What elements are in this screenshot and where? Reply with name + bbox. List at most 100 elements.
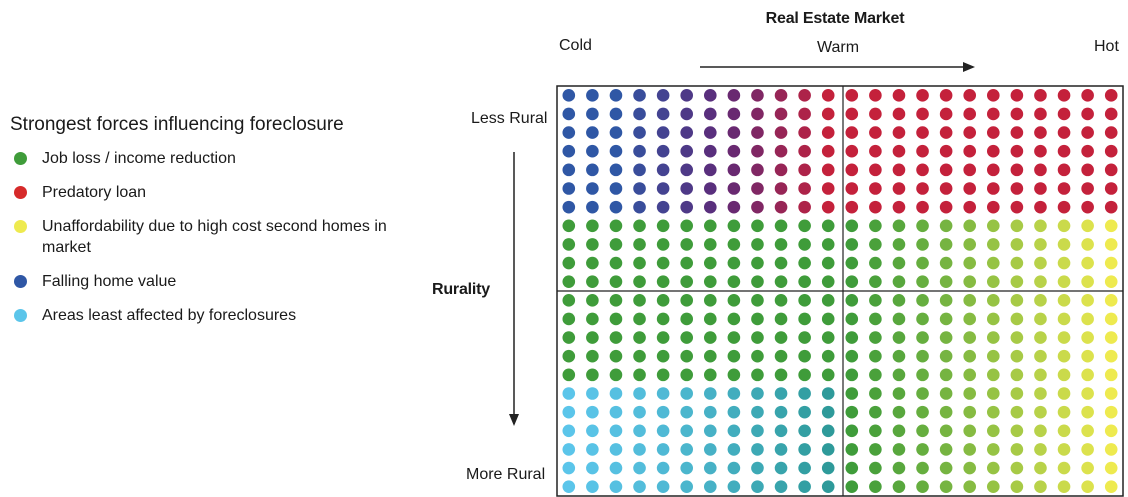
grid-dot [845, 107, 859, 121]
grid-dot [727, 331, 741, 344]
grid-dot [1081, 368, 1094, 382]
grid-dot [1034, 461, 1047, 475]
grid-dot [751, 312, 764, 326]
grid-dot [656, 163, 670, 177]
grid-dot [798, 144, 811, 158]
grid-dot [869, 331, 882, 344]
grid-dot [798, 349, 811, 363]
grid-dot [703, 331, 717, 344]
grid-dot [751, 163, 764, 177]
grid-dot [774, 144, 788, 158]
grid-dot [633, 163, 646, 177]
market-label-hot: Hot [1094, 38, 1119, 55]
grid-dot [751, 219, 764, 233]
grid-dot [821, 107, 835, 121]
legend-label: Predatory loan [42, 184, 147, 201]
grid-dot [845, 219, 859, 233]
grid-dot [586, 275, 599, 288]
grid-dot [609, 480, 623, 493]
grid-dot [963, 331, 977, 344]
grid-dot [633, 387, 646, 400]
grid-dot [1010, 405, 1024, 419]
grid-dot [916, 107, 929, 121]
grid-dot [609, 126, 623, 139]
grid-dot [1081, 294, 1094, 307]
grid-dot [939, 238, 953, 251]
grid-dot [869, 144, 882, 158]
grid-dot [1010, 368, 1024, 382]
grid-dot [562, 424, 576, 438]
grid-dot [892, 107, 906, 121]
grid-dot [727, 256, 741, 270]
grid-dot [774, 200, 788, 214]
grid-dot [845, 182, 859, 195]
grid-dot [751, 200, 764, 214]
grid-dot [963, 200, 977, 214]
grid-dot [1057, 424, 1071, 438]
grid-dot [821, 126, 835, 139]
grid-dot [609, 312, 623, 326]
grid-dot [892, 256, 906, 270]
grid-dot [798, 405, 811, 419]
grid-dot [774, 424, 788, 438]
grid-dot [586, 424, 599, 438]
grid-dot [916, 219, 929, 233]
grid-dot [633, 126, 646, 139]
grid-dot [1010, 312, 1024, 326]
grid-dot [656, 256, 670, 270]
grid-dot [586, 312, 599, 326]
grid-dot [586, 89, 599, 102]
grid-dot [633, 331, 646, 344]
grid-dot [586, 163, 599, 177]
grid-dot [1034, 480, 1047, 493]
grid-dot [845, 200, 859, 214]
grid-dot [1010, 238, 1024, 251]
grid-dot [939, 182, 953, 195]
grid-dot [845, 89, 859, 102]
grid-dot [633, 200, 646, 214]
grid-dot [916, 368, 929, 382]
grid-dot [727, 461, 741, 475]
grid-dot [821, 461, 835, 475]
grid-dot [821, 89, 835, 102]
grid-dot [798, 312, 811, 326]
grid-dot [656, 349, 670, 363]
grid-dot [656, 424, 670, 438]
grid-dot [963, 405, 977, 419]
grid-dot [1104, 294, 1118, 307]
grid-dot [703, 219, 717, 233]
grid-dot [680, 331, 694, 344]
grid-dot [939, 219, 953, 233]
grid-dot [774, 182, 788, 195]
grid-dot [703, 163, 717, 177]
grid-dot [562, 219, 576, 233]
grid-dot [562, 294, 576, 307]
legend-label: Areas least affected by foreclosures [42, 307, 297, 324]
grid-dot [869, 238, 882, 251]
grid-dot [892, 182, 906, 195]
grid-dot [916, 89, 929, 102]
grid-dot [703, 387, 717, 400]
grid-dot [939, 144, 953, 158]
grid-dot [562, 182, 576, 195]
rurality-label-more-rural: More Rural [466, 466, 546, 483]
grid-dot [798, 163, 811, 177]
grid-dot [1010, 144, 1024, 158]
grid-dot [1010, 219, 1024, 233]
market-label-warm: Warm [816, 39, 860, 56]
grid-dot [633, 480, 646, 493]
grid-dot [586, 219, 599, 233]
grid-dot [916, 461, 929, 475]
grid-dot [562, 163, 576, 177]
grid-dot [609, 107, 623, 121]
rurality-label-less-rural: Less Rural [471, 110, 548, 127]
grid-dot [1104, 312, 1118, 326]
grid-dot [727, 443, 741, 456]
grid-dot [916, 331, 929, 344]
grid-dot [1034, 331, 1047, 344]
grid-dot [892, 238, 906, 251]
grid-dot [703, 443, 717, 456]
legend: Job loss / income reduction Predatory lo… [14, 148, 414, 339]
grid-dot [916, 144, 929, 158]
grid-dot [609, 163, 623, 177]
